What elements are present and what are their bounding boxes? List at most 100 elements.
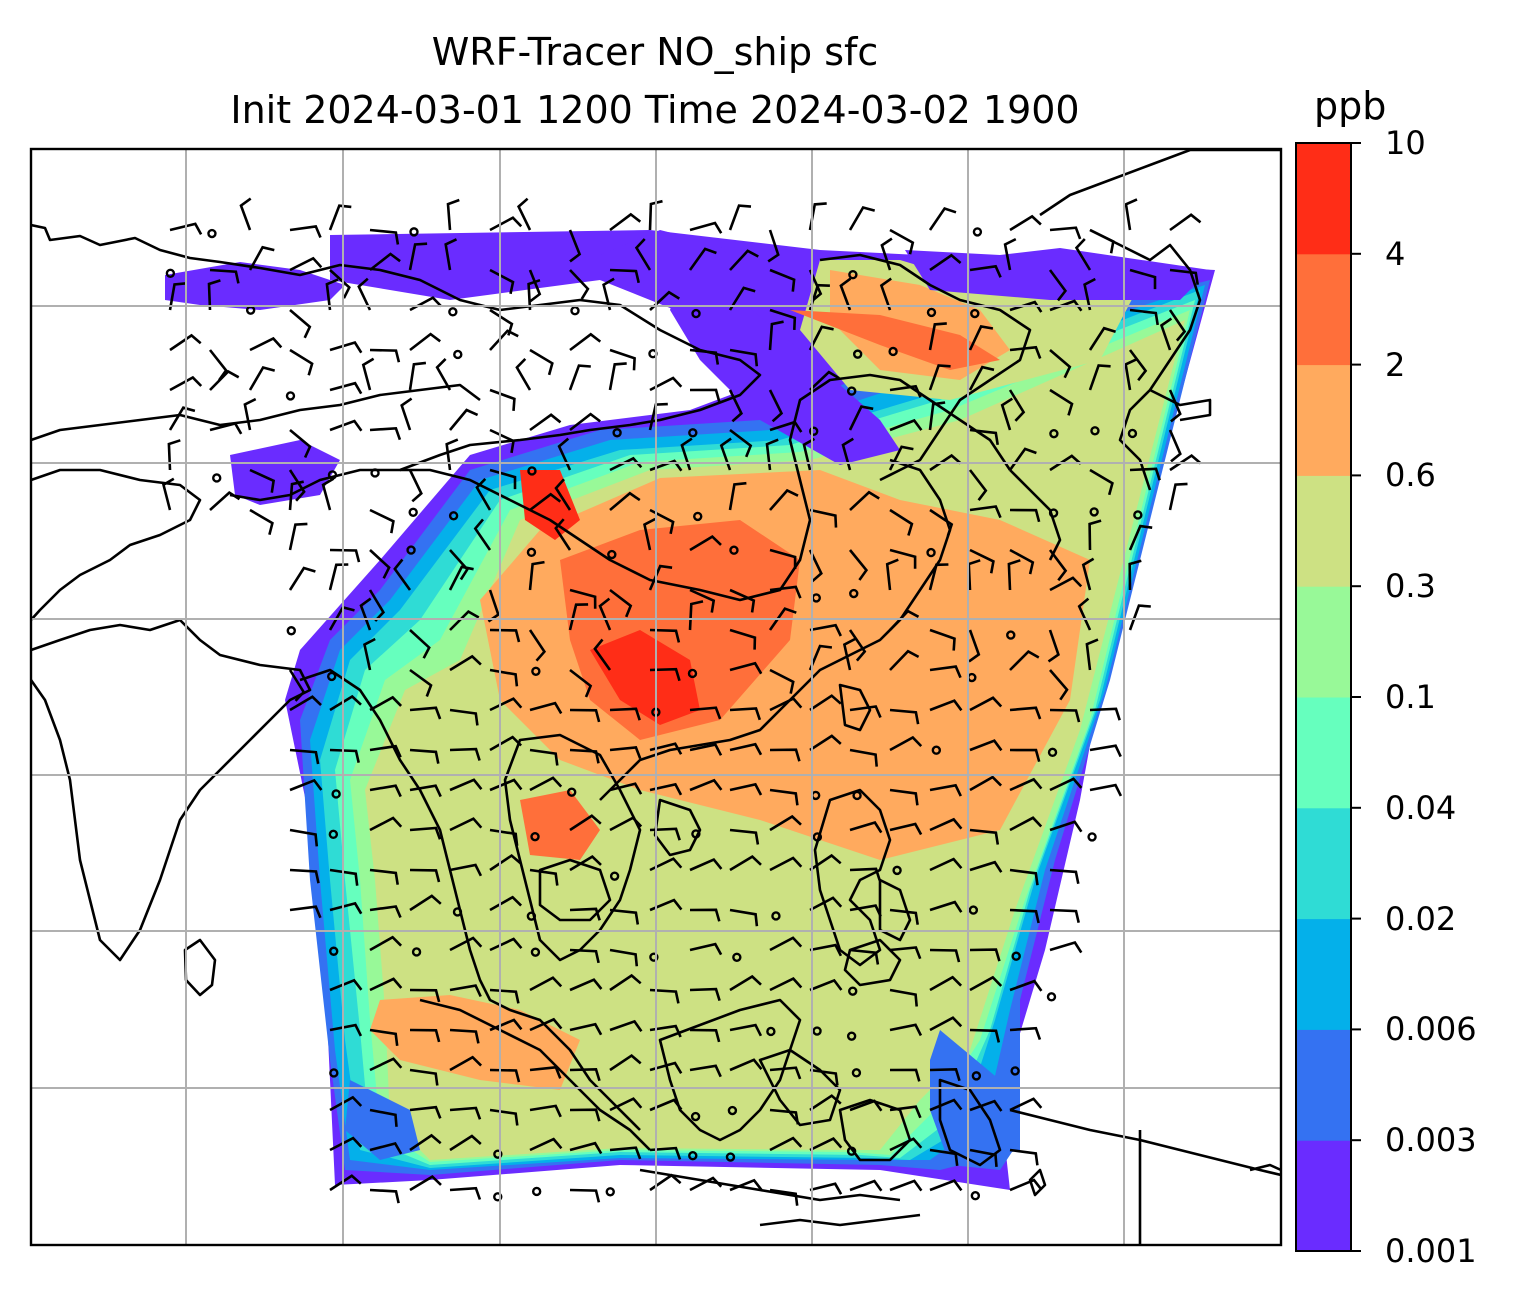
wind-barb — [1049, 868, 1080, 884]
wind-barb — [609, 1146, 642, 1160]
wind-barb — [969, 548, 995, 574]
calm-wind-marker — [812, 832, 823, 842]
wind-barb — [1169, 453, 1202, 472]
calm-wind-marker — [212, 473, 222, 483]
wind-barb — [239, 197, 252, 231]
wind-barb — [609, 816, 643, 832]
wind-barb — [361, 357, 375, 391]
wind-barb — [489, 1018, 523, 1032]
wind-barb — [649, 898, 683, 912]
wind-barb — [409, 748, 440, 764]
wind-barb — [969, 775, 1003, 792]
calm-wind-marker — [531, 1186, 542, 1197]
wind-barb — [489, 1108, 519, 1126]
wind-barb — [529, 1065, 562, 1079]
calm-wind-marker — [732, 952, 742, 962]
wind-barb — [329, 901, 363, 915]
wind-barb — [609, 973, 642, 992]
wind-barb — [569, 332, 602, 352]
wind-barb — [409, 894, 442, 912]
colorbar-tick-label: 0.1 — [1385, 678, 1436, 716]
wind-barb — [689, 348, 720, 365]
wind-barb — [568, 603, 589, 631]
wind-barb — [689, 588, 716, 613]
wind-barb — [288, 480, 304, 511]
plot-title-line2: Init 2024-03-01 1200 Time 2024-03-02 190… — [230, 88, 1080, 132]
wind-barb — [880, 237, 893, 271]
wind-barb — [928, 563, 949, 591]
wind-barb — [1077, 597, 1092, 631]
wind-barb — [609, 746, 642, 759]
wind-barb — [409, 1174, 442, 1192]
wind-barb — [849, 490, 880, 511]
wind-barb — [161, 477, 175, 511]
wind-barb — [689, 743, 723, 756]
calm-wind-marker — [688, 428, 698, 438]
wind-barb — [569, 1022, 603, 1036]
wind-barb — [569, 1141, 603, 1155]
calm-wind-marker — [207, 228, 217, 239]
wind-barb — [449, 1106, 482, 1120]
wind-barb — [449, 936, 483, 952]
calm-wind-marker — [570, 305, 580, 316]
wind-barb — [1049, 576, 1083, 592]
wind-barb — [449, 863, 483, 877]
wind-barb — [393, 558, 412, 591]
wind-barb — [449, 654, 482, 672]
wind-barb — [1128, 604, 1151, 631]
wind-barb — [609, 707, 641, 721]
wind-barb — [885, 558, 899, 591]
wind-barb — [849, 867, 881, 881]
colorbar-segment — [1296, 253, 1351, 366]
wind-barb — [529, 868, 559, 886]
wind-barb — [889, 228, 915, 255]
wind-barb — [444, 238, 458, 271]
wind-barb — [688, 247, 717, 271]
calm-wind-marker — [1127, 428, 1138, 439]
wind-barb — [689, 534, 722, 552]
wind-barb — [769, 1108, 800, 1125]
wind-barb — [928, 322, 947, 351]
wind-barb — [449, 817, 483, 832]
calm-wind-marker — [1087, 832, 1097, 842]
calm-wind-marker — [531, 666, 541, 676]
wind-barb — [569, 588, 597, 609]
wind-barb — [1009, 748, 1041, 763]
wind-barb — [409, 826, 442, 840]
wind-barb — [769, 977, 803, 992]
wind-barb — [409, 988, 441, 1003]
wind-barb — [769, 420, 803, 433]
wind-barb — [1169, 213, 1202, 232]
calm-wind-marker — [526, 547, 537, 558]
wind-barb — [288, 469, 306, 502]
wind-barb — [369, 228, 400, 245]
wind-barb — [529, 348, 554, 376]
wind-barb — [569, 948, 600, 964]
wind-barb — [769, 488, 799, 511]
wind-barb — [929, 1098, 963, 1112]
wind-barb — [848, 549, 869, 581]
wind-barb — [329, 340, 363, 354]
wind-barb — [809, 943, 843, 957]
wind-barb — [849, 705, 882, 719]
calm-wind-marker — [892, 865, 902, 876]
wind-barb — [649, 1024, 682, 1038]
gridlines — [31, 149, 1281, 1245]
wind-barb — [409, 784, 442, 798]
wind-barb — [1049, 777, 1083, 792]
wind-barb — [929, 699, 963, 712]
wind-barb — [768, 607, 797, 631]
calm-wind-marker — [1049, 428, 1059, 439]
wind-barb — [289, 309, 312, 339]
calm-wind-marker — [888, 346, 898, 357]
wind-barb — [689, 778, 723, 792]
calm-wind-marker — [727, 1105, 738, 1116]
wind-barb — [445, 438, 459, 471]
wind-barb — [1009, 508, 1041, 523]
wind-barb — [609, 588, 633, 618]
wind-barb — [1159, 317, 1173, 351]
wind-barb — [489, 329, 519, 351]
wind-barb — [329, 548, 361, 563]
wind-barb — [929, 1016, 963, 1032]
